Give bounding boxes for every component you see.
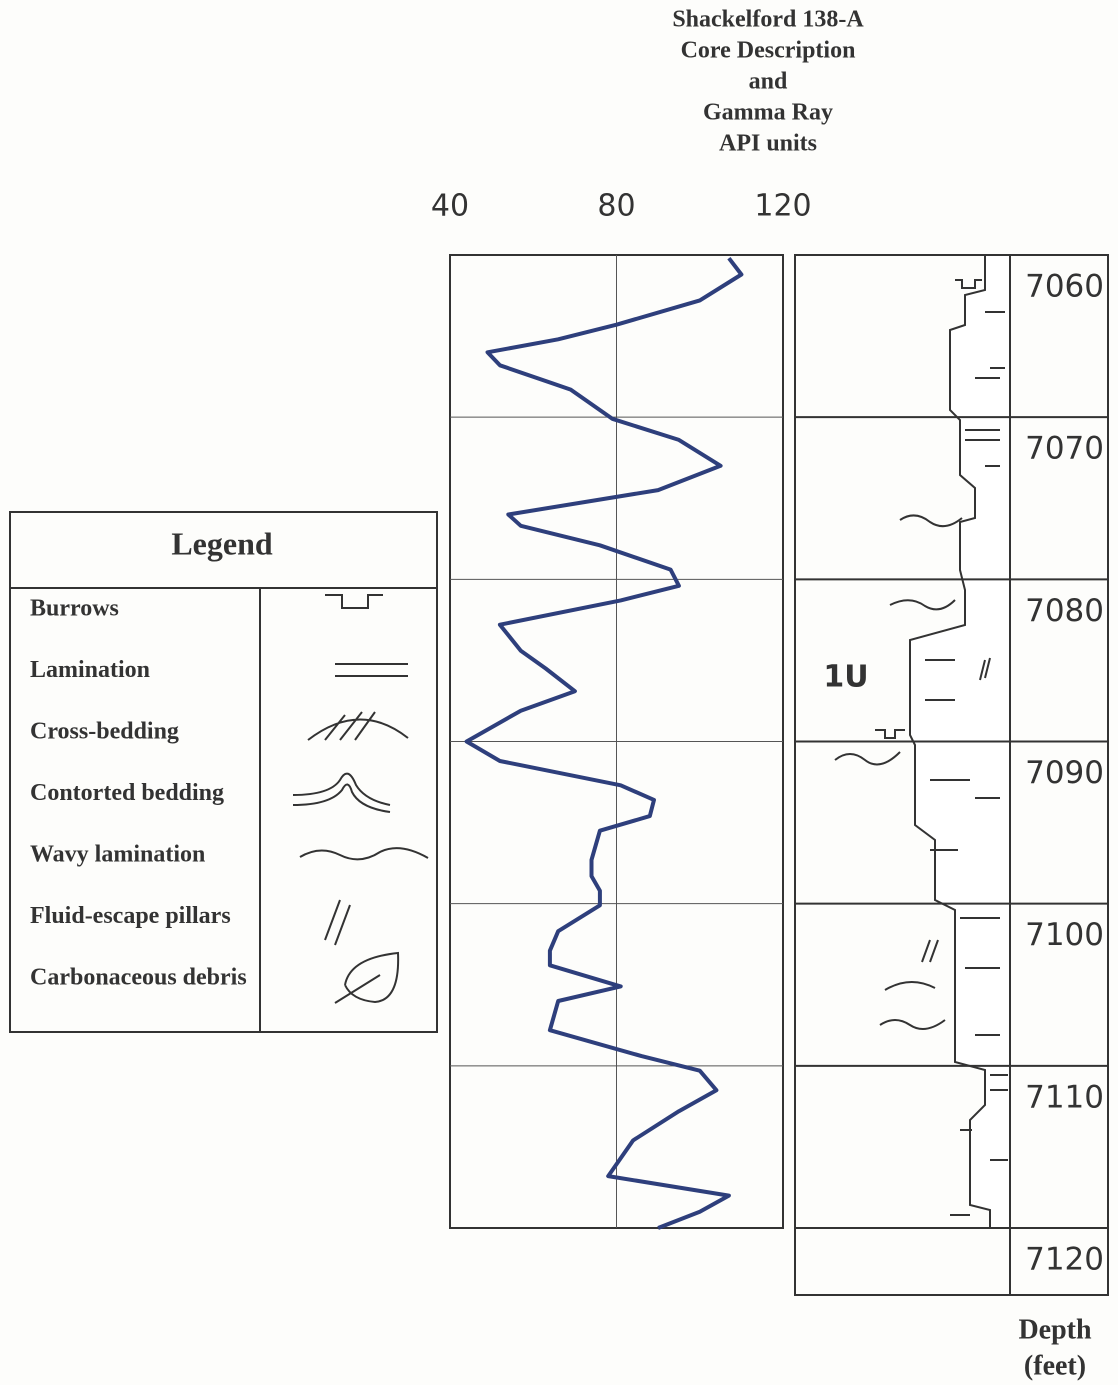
- legend-symbols: [293, 595, 428, 1003]
- legend-title: Legend: [171, 525, 273, 561]
- legend-item-label: Lamination: [30, 657, 150, 683]
- legend-item-label: Fluid-escape pillars: [30, 903, 231, 929]
- depth-axis-label: Depth: [1018, 1314, 1092, 1345]
- legend-item-label: Contorted bedding: [30, 780, 224, 806]
- chart: Legend Shackelford 138-A Core Description…: [0, 0, 1118, 1385]
- depth-label: 7090: [1025, 755, 1104, 791]
- depth-label: 7120: [1025, 1242, 1104, 1278]
- chart-title: Core Description: [681, 38, 856, 64]
- x-tick-label: 80: [597, 189, 635, 224]
- legend-box: [10, 512, 437, 1032]
- legend-item-label: Cross-bedding: [30, 719, 179, 745]
- chart-title: Shackelford 138-A: [672, 7, 864, 33]
- chart-title: Gamma Ray: [703, 100, 833, 126]
- legend-item-label: Carbonaceous debris: [30, 965, 247, 991]
- legend-item-label: Wavy lamination: [30, 842, 205, 868]
- legend-item-label: Burrows: [30, 596, 119, 622]
- depth-label: 7110: [1025, 1079, 1104, 1115]
- depth-label: 7070: [1025, 431, 1104, 467]
- depth-label: 7060: [1025, 269, 1104, 305]
- x-tick-label: 40: [431, 189, 469, 224]
- x-tick-label: 120: [754, 189, 811, 224]
- chart-title: API units: [719, 131, 817, 157]
- depth-label: 7100: [1025, 917, 1104, 953]
- depth-axis-label: (feet): [1024, 1350, 1086, 1381]
- chart-title: and: [749, 69, 788, 95]
- depth-label: 7080: [1025, 593, 1104, 629]
- gamma-ray-line: [467, 258, 742, 1228]
- annotation: 1U: [823, 660, 868, 695]
